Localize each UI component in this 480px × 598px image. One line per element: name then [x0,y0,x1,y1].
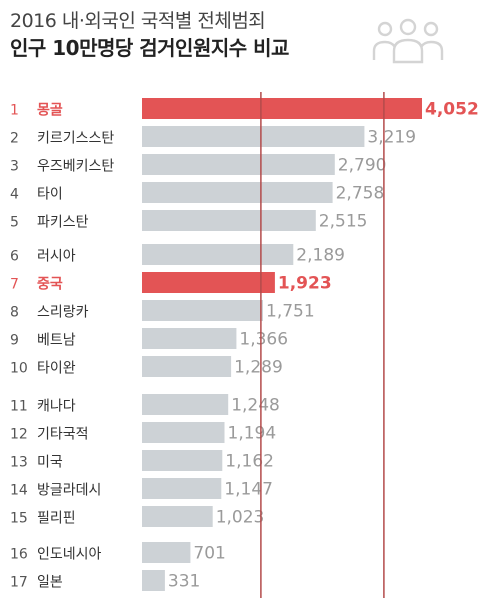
rank-label: 2 [10,131,19,147]
bar [142,328,237,349]
category-label: 스리랑카 [37,305,89,321]
value-label: 1,366 [239,330,288,350]
value-label: 1,023 [216,508,265,528]
bar [142,450,223,471]
rank-label: 15 [10,511,28,527]
bar [142,394,229,415]
category-label: 중국 [37,277,63,293]
value-label: 331 [168,572,200,592]
value-label: 1,147 [224,480,273,500]
value-label: 3,219 [367,128,416,148]
category-label: 타이완 [37,361,76,377]
rank-label: 1 [10,103,19,119]
value-label: 1,923 [278,274,332,294]
value-label: 1,289 [234,358,283,378]
value-label: 2,515 [319,212,368,232]
bar [142,478,222,499]
bar [142,542,191,563]
category-label: 파키스탄 [37,215,89,231]
category-label: 베트남 [37,333,76,349]
value-label: 2,758 [336,184,385,204]
rank-label: 16 [10,547,28,563]
chart-title-line2: 인구 10만명당 검거인원지수 비교 [10,36,289,60]
chart-title-line1: 2016 내·외국인 국적별 전체범죄 [10,10,266,32]
rank-label: 5 [10,215,19,231]
category-label: 기타국적 [37,427,89,443]
rank-label: 3 [10,159,19,175]
category-label: 우즈베키스탄 [37,159,114,175]
category-label: 미국 [37,455,63,471]
category-label: 몽골 [37,103,63,119]
rank-label: 11 [10,399,28,415]
bar [142,244,294,265]
category-label: 캐나다 [37,399,76,415]
category-label: 러시아 [37,249,76,265]
bar [142,356,232,377]
rank-label: 14 [10,483,28,499]
rank-label: 17 [10,575,28,591]
value-label: 1,194 [228,424,277,444]
rank-label: 7 [10,277,19,293]
category-label: 타이 [37,187,63,203]
value-label: 2,189 [296,246,345,266]
bar [142,126,365,147]
rank-label: 4 [10,187,19,203]
bar [142,182,333,203]
rank-label: 12 [10,427,28,443]
bar [142,506,213,527]
value-label: 1,751 [266,302,315,322]
bar [142,300,263,321]
category-label: 인도네시아 [37,547,102,563]
rank-label: 8 [10,305,19,321]
category-label: 일본 [37,575,63,591]
category-label: 방글라데시 [37,483,101,499]
rank-label: 10 [10,361,28,377]
value-label: 1,248 [231,396,280,416]
bar [142,570,165,591]
bar [142,154,335,175]
bar [142,272,275,293]
people-group-icon [372,18,444,64]
bar [142,422,225,443]
category-label: 필리핀 [37,511,76,527]
value-label: 4,052 [425,100,479,120]
bar [142,98,422,119]
value-label: 701 [193,544,225,564]
category-label: 키르기스스탄 [37,131,114,147]
rank-label: 6 [10,249,19,265]
rank-label: 9 [10,333,19,349]
value-label: 1,162 [225,452,274,472]
bar [142,210,316,231]
rank-label: 13 [10,455,28,471]
value-label: 2,790 [338,156,387,176]
